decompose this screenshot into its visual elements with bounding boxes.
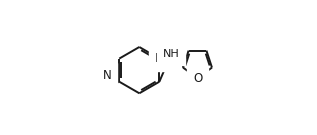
Text: NH: NH — [163, 49, 179, 59]
Text: N: N — [155, 52, 164, 65]
Text: N: N — [102, 69, 111, 82]
Text: O: O — [193, 72, 202, 85]
